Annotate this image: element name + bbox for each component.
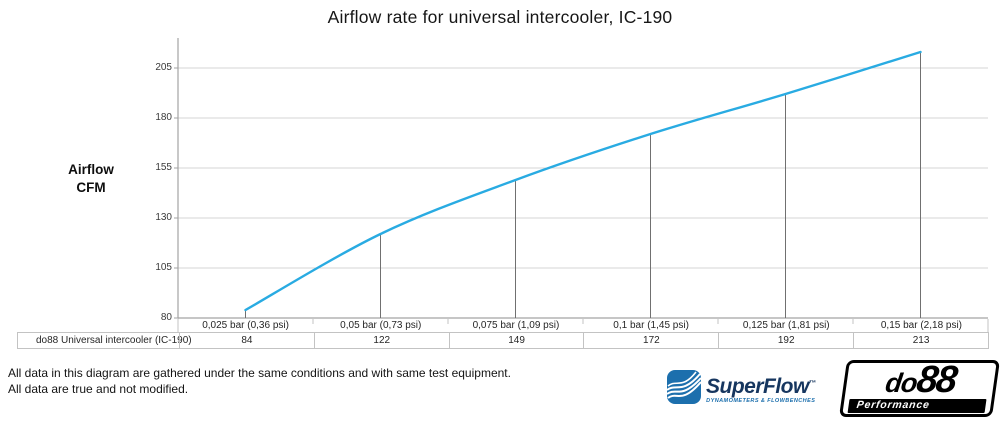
series-value-cell: 192 [718, 333, 853, 348]
series-line [244, 50, 922, 312]
x-axis-category-label: 0,15 bar (2,18 psi) [880, 320, 963, 331]
x-axis-category-label: 0,125 bar (1,81 psi) [742, 320, 830, 331]
y-axis-tick-label: 180 [155, 112, 172, 123]
chart-title: Airflow rate for universal intercooler, … [327, 7, 673, 27]
x-axis-category-label: 0,05 bar (0,73 psi) [340, 320, 422, 331]
legend-label: do88 Universal intercooler (IC-190) [36, 335, 192, 346]
superflow-name: SuperFlow™ [706, 375, 816, 398]
legend-cell: do88 Universal intercooler (IC-190) [18, 333, 192, 348]
do88-name-suffix: 88 [914, 359, 959, 401]
footer-note: All data in this diagram are gathered un… [8, 365, 511, 397]
superflow-trademark: ™ [808, 380, 816, 387]
y-axis-tick-label: 80 [160, 312, 172, 323]
footer-note-line1: All data in this diagram are gathered un… [8, 366, 511, 380]
superflow-logo-text: SuperFlow™ DYNAMOMETERS & FLOWBENCHES [706, 368, 816, 406]
x-axis-category-row: 0,025 bar (0,36 psi) 0,05 bar (0,73 psi) 0… [178, 319, 989, 332]
superflow-tagline: DYNAMOMETERS & FLOWBENCHES [706, 398, 816, 404]
series-value-cell: 122 [313, 333, 449, 348]
series-value-cell: 213 [853, 333, 988, 348]
x-axis-category-label: 0,075 bar (1,09 psi) [472, 320, 560, 331]
y-axis-label-line2: CFM [76, 180, 106, 195]
series-value-cell: 84 [179, 333, 314, 348]
do88-name: do 88 [850, 359, 992, 401]
do88-name-prefix: do [883, 368, 919, 398]
do88-logo: do 88 Performance [838, 359, 1000, 417]
y-axis-tick-label: 130 [155, 212, 172, 223]
superflow-logo: SuperFlow™ DYNAMOMETERS & FLOWBENCHES [666, 368, 816, 406]
footer-note-line2: All data are true and not modified. [8, 382, 189, 396]
x-axis-category-label: 0,025 bar (0,36 psi) [202, 320, 289, 331]
series-value-cell: 149 [448, 333, 584, 348]
series-value-cell: 172 [583, 333, 718, 348]
do88-tagline-bar: Performance [847, 399, 987, 413]
y-axis-label-line1: Airflow [68, 162, 114, 177]
x-axis-category-label: 0,1 bar (1,45 psi) [613, 320, 689, 331]
do88-logo-frame: do 88 Performance [838, 359, 1000, 417]
data-table-row: do88 Universal intercooler (IC-190) 84 12… [17, 332, 989, 349]
y-axis-tick-label: 105 [155, 262, 172, 273]
y-axis-tick-label: 205 [155, 62, 172, 73]
y-axis-label: Airflow CFM [38, 161, 144, 197]
y-axis-tick-label: 155 [155, 162, 172, 173]
superflow-logo-icon [666, 370, 702, 404]
